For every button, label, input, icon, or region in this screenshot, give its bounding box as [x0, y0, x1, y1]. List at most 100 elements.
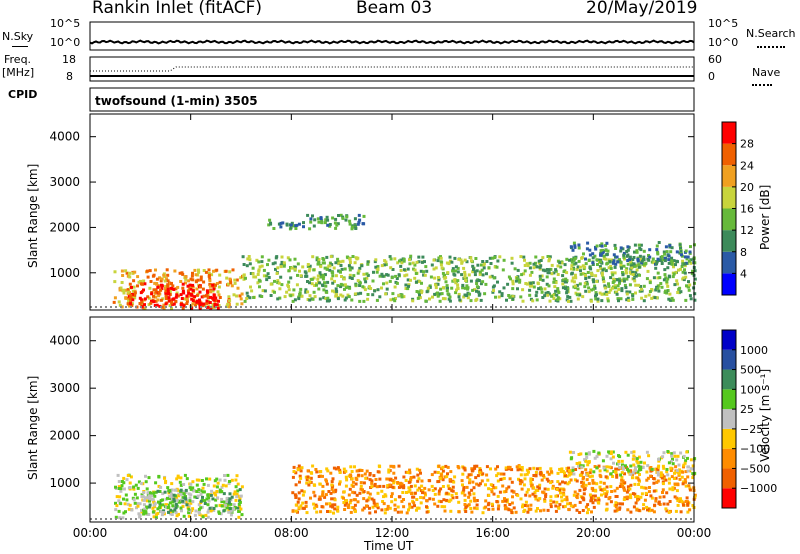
power-cell — [439, 255, 442, 259]
power-cell — [301, 265, 305, 269]
velocity-cell — [436, 480, 440, 484]
power-cell — [565, 271, 569, 275]
power-cell — [413, 276, 417, 280]
velocity-cell — [344, 484, 348, 488]
power-cell — [122, 291, 126, 295]
power-cell — [440, 266, 444, 270]
power-cell — [663, 273, 667, 277]
velocity-cell — [213, 479, 217, 483]
power-cell — [625, 254, 629, 258]
velocity-cell — [671, 486, 675, 490]
power-cell — [572, 267, 576, 271]
power-cell — [541, 296, 545, 299]
power-cell — [319, 275, 323, 279]
velocity-cell — [579, 452, 583, 456]
velocity-cell — [114, 485, 117, 489]
power-cell — [511, 297, 515, 301]
velocity-cell — [177, 492, 181, 496]
power-cell — [621, 271, 624, 274]
power-cell — [439, 260, 443, 264]
power-cell — [211, 303, 215, 307]
velocity-cell — [197, 511, 201, 515]
power-cell — [300, 294, 304, 298]
velocity-cell — [457, 466, 461, 470]
power-cell — [322, 261, 326, 265]
nsky-panel-frame — [89, 21, 695, 51]
power-cell — [204, 270, 208, 274]
power-cell — [433, 276, 437, 280]
velocity-cell — [628, 487, 632, 491]
power-cell — [488, 275, 492, 279]
power-cell — [667, 261, 671, 265]
power-cell — [471, 270, 475, 274]
velocity-cell — [143, 498, 146, 502]
velocity-cell — [562, 505, 566, 509]
power-cell — [211, 305, 215, 309]
power-cell — [380, 264, 384, 268]
power-cell — [602, 254, 606, 258]
power-cell — [190, 306, 194, 310]
velocity-cell — [311, 464, 315, 468]
velocity-cell — [530, 484, 534, 488]
velocity-cell — [150, 494, 154, 498]
velocity-cell — [413, 484, 417, 488]
power-cell — [369, 287, 373, 290]
velocity-cell — [431, 489, 435, 492]
velocity-cell — [682, 503, 685, 507]
velocity-cell — [605, 502, 609, 506]
x-tick-label: 20:00 — [576, 526, 611, 540]
power-cell — [364, 280, 368, 284]
power-cell — [424, 265, 428, 269]
power-cell — [185, 297, 189, 301]
power-cell — [663, 259, 667, 263]
velocity-cell — [631, 457, 635, 461]
power-cell — [595, 280, 599, 283]
velocity-cell — [616, 467, 620, 471]
power-cell — [669, 298, 673, 302]
power-cell — [668, 292, 672, 296]
velocity-cell — [367, 496, 371, 500]
power-cell — [690, 272, 694, 276]
power-cell — [315, 258, 319, 262]
velocity-cell — [119, 487, 123, 491]
velocity-cell — [652, 489, 656, 493]
velocity-cell — [501, 499, 505, 503]
velocity-cell — [618, 502, 622, 506]
power-cell — [293, 298, 297, 302]
power-cell — [577, 259, 581, 263]
power-cell — [168, 290, 172, 293]
power-cell — [194, 273, 198, 277]
velocity-cell — [187, 514, 191, 518]
power-cell — [683, 271, 687, 275]
velocity-cell — [144, 506, 148, 510]
velocity-cell — [691, 476, 695, 480]
power-cell — [587, 290, 591, 294]
power-cell — [341, 259, 345, 263]
velocity-cell — [120, 480, 124, 483]
velocity-cell — [678, 499, 682, 503]
power-cell — [305, 274, 309, 278]
power-cell — [594, 297, 598, 301]
velocity-cell — [126, 474, 130, 477]
velocity-cell — [163, 476, 166, 480]
power-cell — [623, 283, 627, 287]
power-cell — [592, 278, 596, 282]
power-cell — [189, 285, 193, 289]
velocity-cell — [623, 496, 627, 500]
velocity-cell — [470, 488, 474, 492]
velocity-cell — [353, 503, 357, 507]
velocity-cell — [445, 498, 449, 502]
velocity-cell — [632, 454, 636, 458]
velocity-cell — [487, 507, 491, 511]
power-cell — [129, 293, 133, 297]
velocity-cell — [521, 503, 525, 507]
velocity-cell — [621, 463, 624, 467]
power-cell — [380, 272, 384, 276]
power-cell — [174, 300, 178, 304]
power-cell — [150, 299, 153, 303]
velocity-cell — [516, 468, 520, 472]
velocity-cell — [507, 465, 510, 469]
velocity-cell — [233, 490, 237, 494]
velocity-cell — [154, 490, 158, 494]
velocity-cell — [433, 502, 437, 506]
